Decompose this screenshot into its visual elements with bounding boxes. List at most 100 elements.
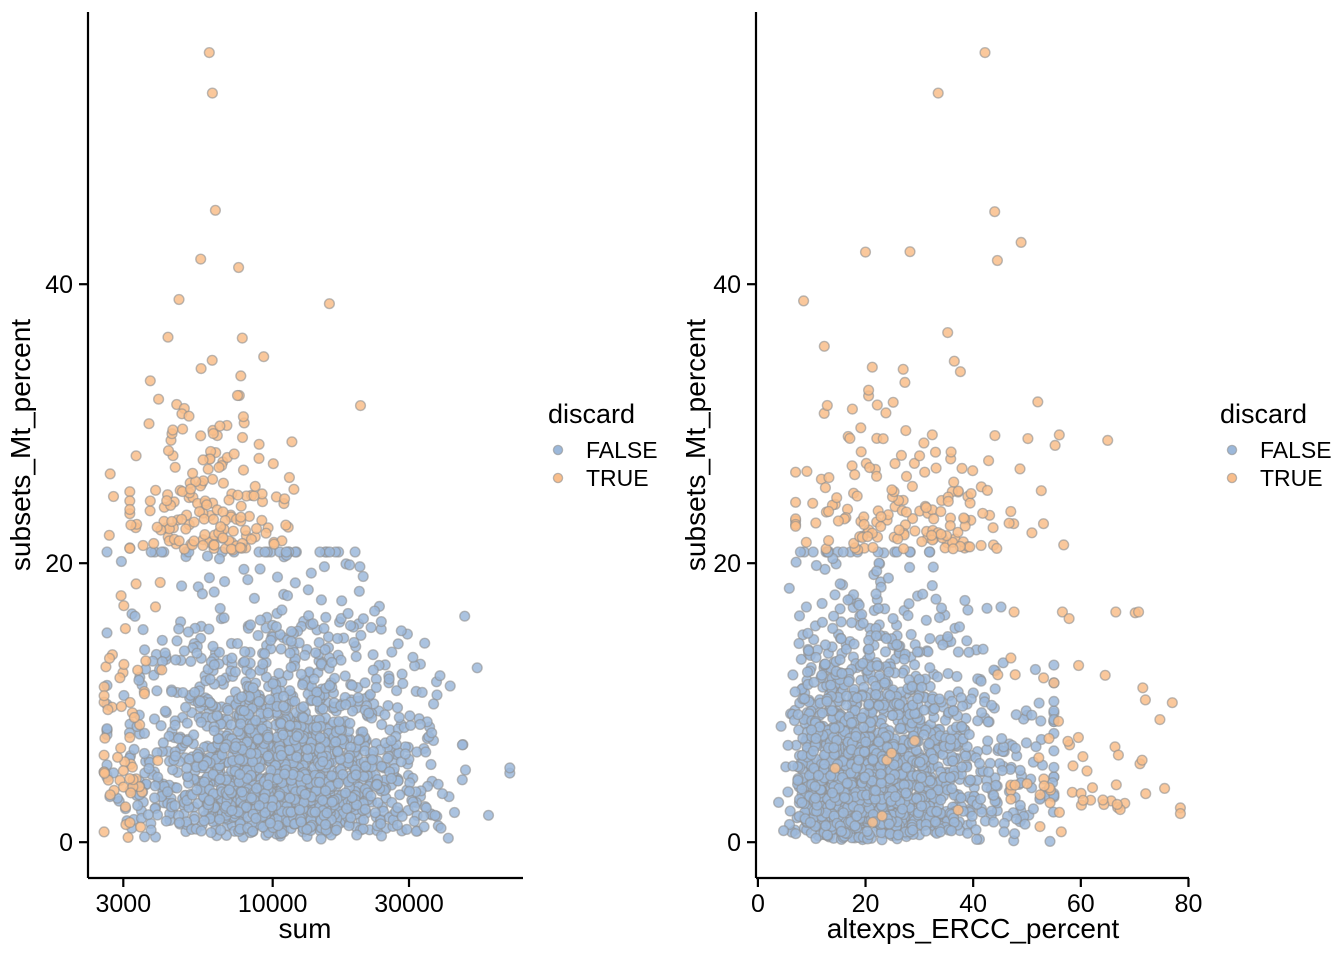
point <box>889 790 901 803</box>
point <box>991 542 1003 555</box>
point <box>1032 396 1044 408</box>
point <box>115 700 128 713</box>
point <box>1140 788 1152 800</box>
point <box>782 786 794 798</box>
point <box>880 407 892 419</box>
point <box>926 429 938 441</box>
point <box>1097 794 1109 806</box>
point <box>118 658 130 671</box>
point <box>871 660 883 672</box>
point <box>1029 663 1042 676</box>
point <box>965 488 977 500</box>
point <box>832 515 845 527</box>
point <box>350 650 362 663</box>
point <box>99 732 111 744</box>
point <box>386 646 398 658</box>
point <box>829 589 841 601</box>
point <box>835 825 848 838</box>
point <box>332 745 344 758</box>
point <box>211 710 223 722</box>
point <box>204 697 216 709</box>
point <box>176 513 188 525</box>
point <box>863 462 876 474</box>
point <box>197 454 209 466</box>
point <box>195 253 207 265</box>
point <box>920 502 932 514</box>
point <box>202 463 214 475</box>
point <box>456 774 468 786</box>
point <box>295 816 307 828</box>
point <box>235 370 247 382</box>
point <box>151 521 163 533</box>
point <box>1009 779 1021 791</box>
point <box>185 655 197 668</box>
point <box>332 777 344 790</box>
x-tick-label: 10000 <box>238 890 308 918</box>
point <box>456 739 469 751</box>
point <box>867 541 879 554</box>
left-x-axis-title: sum <box>279 913 332 944</box>
point <box>124 731 136 744</box>
point <box>213 461 225 474</box>
point <box>279 768 291 780</box>
point <box>319 644 331 656</box>
point <box>285 625 298 638</box>
point <box>391 702 404 714</box>
point <box>203 46 215 59</box>
point <box>375 615 387 628</box>
point <box>151 809 164 821</box>
point <box>132 664 144 676</box>
point <box>1020 737 1033 749</box>
point <box>809 780 821 793</box>
point <box>396 810 408 823</box>
point <box>459 610 471 622</box>
point <box>904 246 916 258</box>
point <box>816 707 828 719</box>
point <box>903 598 915 610</box>
point <box>435 822 447 834</box>
point <box>104 789 116 801</box>
point <box>229 666 242 678</box>
point <box>835 633 847 645</box>
point <box>101 627 113 639</box>
point <box>925 788 937 800</box>
point <box>247 825 259 837</box>
point <box>797 732 809 744</box>
point <box>320 611 332 624</box>
point <box>1077 794 1089 806</box>
point <box>920 825 932 837</box>
point <box>357 613 370 625</box>
point <box>156 634 168 646</box>
point <box>291 730 303 743</box>
point <box>924 662 936 674</box>
point <box>159 705 171 717</box>
point <box>259 546 271 558</box>
point <box>149 792 161 804</box>
point <box>294 804 306 816</box>
point <box>236 691 248 703</box>
point <box>956 761 968 773</box>
point <box>125 519 137 531</box>
point <box>157 737 169 749</box>
point <box>1008 828 1021 840</box>
y-tick-label: 40 <box>45 271 73 299</box>
point <box>444 680 456 692</box>
point <box>954 366 967 378</box>
point <box>98 749 110 761</box>
point <box>1048 761 1060 773</box>
point <box>794 546 807 558</box>
point <box>198 513 210 525</box>
point <box>935 528 947 540</box>
point <box>162 786 174 798</box>
point <box>137 623 149 636</box>
point <box>838 792 851 804</box>
point <box>862 384 875 396</box>
point <box>810 651 822 664</box>
point <box>344 559 356 571</box>
point <box>162 445 175 457</box>
point <box>317 794 329 807</box>
point <box>299 788 311 800</box>
point <box>249 480 261 492</box>
point <box>861 825 873 838</box>
point <box>428 698 440 710</box>
